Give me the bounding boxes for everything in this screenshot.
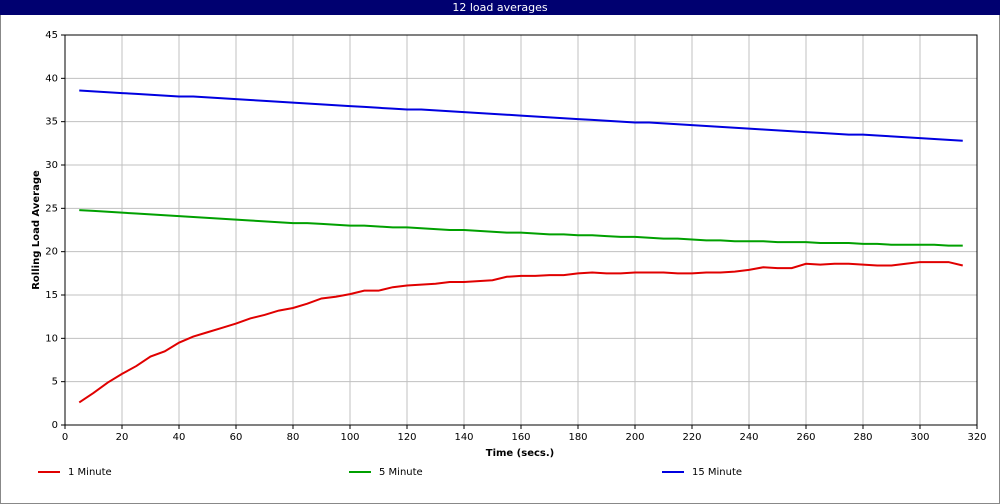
- series-line: [78, 261, 963, 404]
- x-tick-label: 280: [853, 432, 872, 443]
- y-tick-label: 40: [45, 73, 58, 84]
- x-tick-label: 80: [287, 432, 300, 443]
- x-tick-label: 40: [173, 432, 186, 443]
- legend-label: 5 Minute: [379, 467, 423, 478]
- x-tick-label: 220: [682, 432, 701, 443]
- x-tick-label: 140: [454, 432, 473, 443]
- x-tick-label: 320: [967, 432, 986, 443]
- x-tick-label: 120: [397, 432, 416, 443]
- x-tick-label: 260: [796, 432, 815, 443]
- y-tick-label: 45: [45, 30, 58, 41]
- x-tick-label: 20: [116, 432, 129, 443]
- y-tick-label: 30: [45, 160, 58, 171]
- x-tick-label: 60: [230, 432, 243, 443]
- x-tick-label: 160: [511, 432, 530, 443]
- x-tick-label: 200: [625, 432, 644, 443]
- y-tick-label: 35: [45, 117, 58, 128]
- x-axis-label: Time (secs.): [486, 448, 555, 459]
- x-tick-label: 100: [340, 432, 359, 443]
- x-tick-label: 300: [910, 432, 929, 443]
- title-bar: [0, 0, 1000, 15]
- y-tick-label: 0: [52, 420, 58, 431]
- legend-label: 15 Minute: [692, 467, 742, 478]
- y-tick-label: 15: [45, 290, 58, 301]
- chart-title: 12 load averages: [452, 1, 548, 14]
- series-line: [79, 89, 963, 142]
- x-tick-label: 180: [568, 432, 587, 443]
- x-tick-label: 240: [739, 432, 758, 443]
- y-tick-label: 10: [45, 333, 58, 344]
- y-tick-label: 20: [45, 247, 58, 258]
- legend-label: 1 Minute: [68, 467, 112, 478]
- y-axis-label: Rolling Load Average: [31, 170, 42, 290]
- y-tick-label: 5: [52, 377, 58, 388]
- y-tick-label: 25: [45, 203, 58, 214]
- x-tick-label: 0: [62, 432, 68, 443]
- plot-border: [64, 34, 978, 426]
- series-line: [79, 209, 963, 247]
